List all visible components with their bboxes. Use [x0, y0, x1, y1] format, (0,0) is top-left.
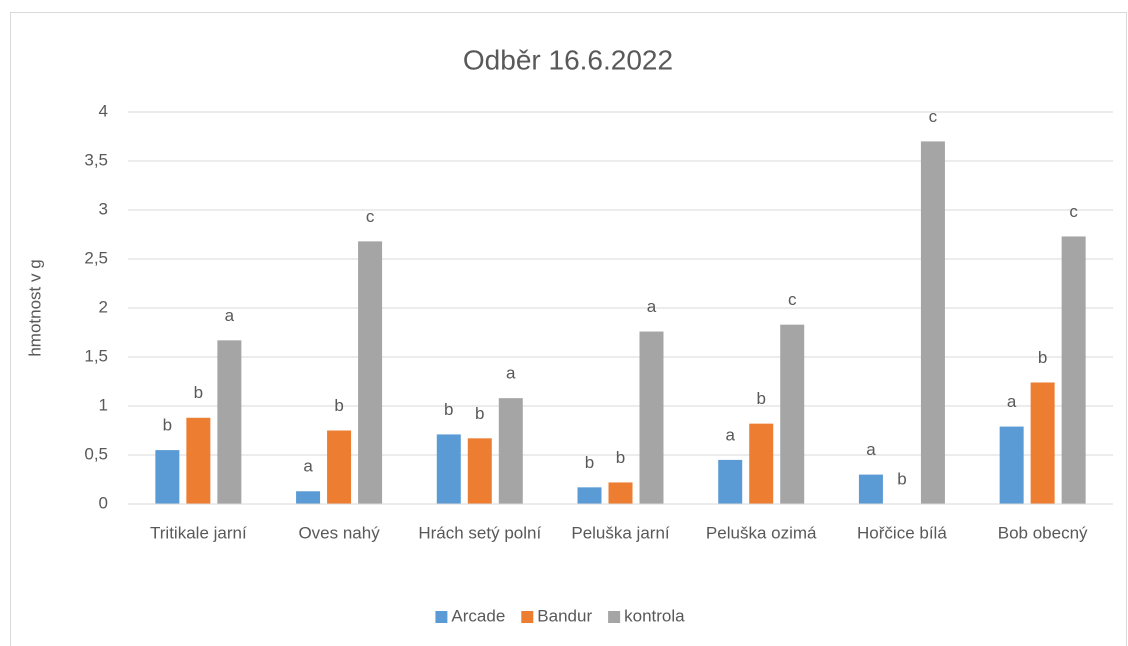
bar-annotation: b — [194, 383, 203, 402]
y-tick-label: 0 — [99, 493, 108, 512]
bar-annotation: a — [647, 297, 657, 316]
bar — [498, 398, 523, 504]
bar — [639, 331, 664, 504]
bar — [1061, 236, 1086, 504]
bar — [1030, 382, 1055, 504]
y-tick-label: 2,5 — [84, 248, 108, 267]
x-tick-label: Tritikale jarní — [150, 523, 247, 542]
bar-annotation: a — [303, 457, 313, 476]
x-tick-label: Hrách setý polní — [418, 523, 541, 542]
bar-annotation: c — [1069, 202, 1078, 221]
bar-annotation: b — [585, 453, 594, 472]
bar-annotation: a — [725, 425, 735, 444]
y-tick-label: 1 — [99, 395, 108, 414]
bar-annotation: a — [866, 440, 876, 459]
y-tick-label: 0,5 — [84, 444, 108, 463]
bar — [858, 474, 883, 504]
bar — [327, 430, 352, 504]
bar-annotation: b — [756, 389, 765, 408]
x-tick-label: Bob obecný — [998, 523, 1088, 542]
bar-annotation: b — [897, 469, 906, 488]
legend-swatch — [608, 611, 621, 623]
y-tick-label: 4 — [99, 101, 108, 120]
bar-annotation: c — [788, 290, 797, 309]
bar — [155, 450, 180, 504]
bar — [718, 459, 743, 504]
bar-annotation: b — [616, 448, 625, 467]
chart-title: Odběr 16.6.2022 — [463, 44, 673, 75]
bar-annotation: b — [444, 400, 453, 419]
bar-annotation: a — [225, 306, 235, 325]
legend-swatch — [521, 611, 534, 623]
bar — [749, 423, 774, 504]
x-tick-label: Oves nahý — [298, 523, 380, 542]
y-tick-label: 3,5 — [84, 150, 108, 169]
bar-annotation: c — [929, 107, 938, 126]
y-axis-label: hmotnost v g — [25, 259, 44, 356]
bar — [186, 417, 211, 504]
y-tick-label: 2 — [99, 297, 108, 316]
x-tick-label: Peluška ozimá — [706, 523, 817, 542]
legend-label: Bandur — [537, 606, 592, 625]
bar — [296, 491, 321, 504]
x-tick-label: Hořčice bílá — [857, 523, 947, 542]
bar — [780, 324, 805, 504]
chart-border — [10, 12, 1127, 646]
legend-label: Arcade — [451, 606, 505, 625]
bar-annotation: a — [1007, 392, 1017, 411]
bar-annotation: b — [1038, 348, 1047, 367]
y-tick-label: 1,5 — [84, 346, 108, 365]
bar-annotation: b — [163, 416, 172, 435]
bar — [358, 241, 383, 505]
bar — [217, 340, 242, 504]
x-tick-label: Peluška jarní — [571, 523, 670, 542]
bar-annotation: a — [506, 364, 516, 383]
bar-annotation: b — [475, 404, 484, 423]
legend-label: kontrola — [624, 606, 685, 625]
y-tick-label: 3 — [99, 199, 108, 218]
bar — [999, 426, 1024, 504]
bar — [467, 438, 492, 504]
bar — [920, 141, 945, 504]
bar — [577, 487, 602, 504]
bar — [436, 434, 461, 504]
legend-swatch — [435, 611, 448, 623]
bar — [608, 482, 633, 504]
bar-annotation: c — [366, 207, 375, 226]
bar-annotation: b — [334, 396, 343, 415]
